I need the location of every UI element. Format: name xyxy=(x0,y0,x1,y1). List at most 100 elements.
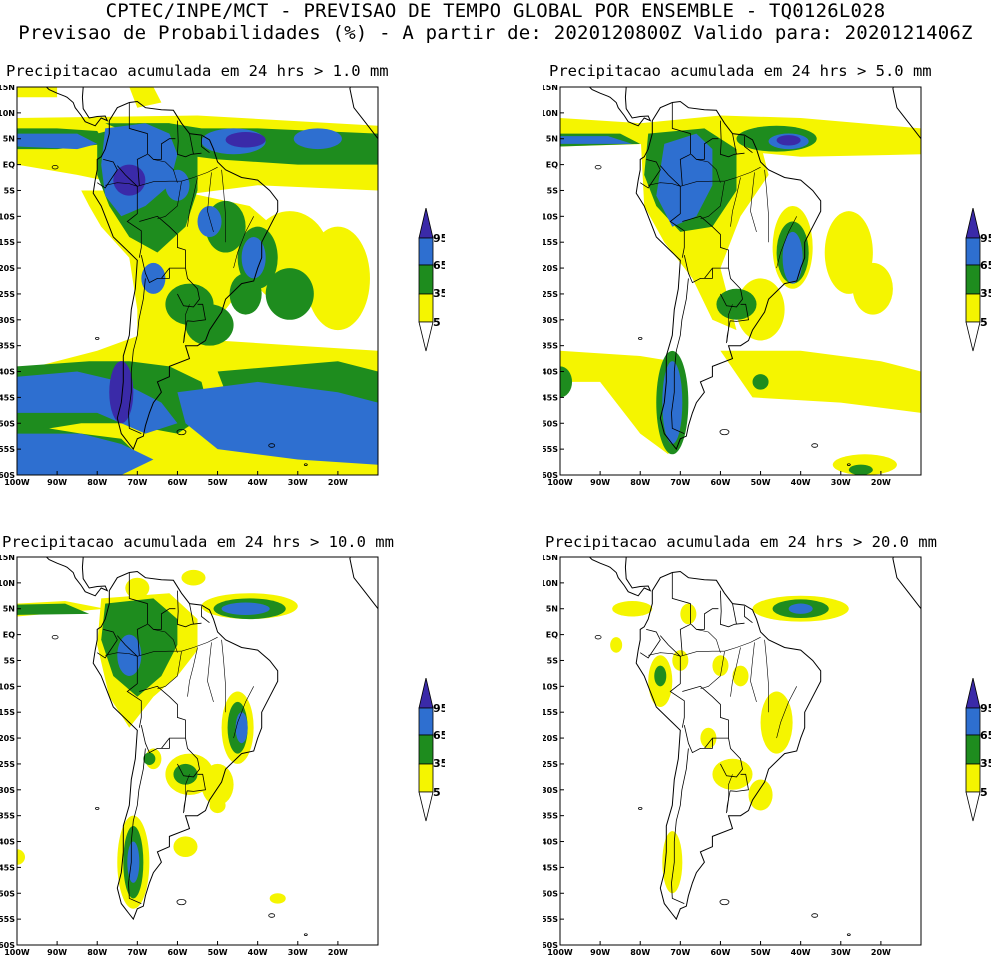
lat-tick-label: 25S xyxy=(543,760,558,769)
lon-tick-label: 70W xyxy=(670,478,690,487)
lat-tick-label: EQ xyxy=(3,161,15,170)
lat-tick-label: 20S xyxy=(543,264,558,273)
river-line xyxy=(764,639,769,713)
probability-area xyxy=(560,366,573,398)
island xyxy=(811,913,819,918)
probability-area xyxy=(17,371,178,434)
river-line xyxy=(648,166,761,187)
south-america-coastline xyxy=(92,570,279,921)
river-line xyxy=(105,166,218,187)
lon-tick-label: 60W xyxy=(710,478,730,487)
lat-tick-label: 5S xyxy=(4,186,16,195)
country-border xyxy=(730,773,749,792)
probability-area xyxy=(656,133,713,227)
river-line xyxy=(730,177,741,227)
country-border xyxy=(720,268,743,308)
lon-tick-label: 50W xyxy=(751,948,771,957)
lat-tick-label: 40S xyxy=(0,838,15,847)
country-border xyxy=(139,215,186,279)
probability-area xyxy=(610,637,623,653)
lon-tick-label: 90W xyxy=(47,948,67,957)
river-line xyxy=(207,642,214,702)
lat-tick-label: 60S xyxy=(0,471,15,480)
colorbar-2: 95 65 35 5 xyxy=(965,208,991,352)
probability-area xyxy=(143,752,156,765)
country-border xyxy=(140,255,170,284)
country-border xyxy=(671,748,689,904)
river-line xyxy=(764,169,769,243)
probability-area xyxy=(125,577,150,599)
lon-tick-label: 30W xyxy=(288,478,308,487)
country-border xyxy=(732,133,737,155)
central-america-coastline xyxy=(588,557,652,597)
colorbar-segment xyxy=(965,237,981,266)
island xyxy=(811,443,819,448)
probability-area xyxy=(17,603,90,615)
map-panel-10mm: 15N 10N 5N EQ 5S 10S 15S 20S 25S 30S 35S 40S 45S 50S 5… xyxy=(0,555,379,957)
probability-area xyxy=(832,454,897,475)
probability-area xyxy=(127,841,140,883)
colorbar-label: 95 xyxy=(980,702,991,715)
country-border xyxy=(96,629,118,659)
lat-tick-label: 5N xyxy=(546,135,558,144)
probability-area xyxy=(712,655,729,676)
lat-tick-label: 55S xyxy=(0,915,15,924)
river-line xyxy=(696,159,721,183)
lat-tick-label: 15S xyxy=(543,708,558,717)
river-line xyxy=(105,636,218,657)
probability-area xyxy=(235,712,248,744)
lat-tick-label: 5N xyxy=(546,605,558,614)
lat-tick-label: 10S xyxy=(0,212,15,221)
lat-tick-label: 50S xyxy=(0,889,15,898)
lat-tick-label: 55S xyxy=(543,445,558,454)
probability-area xyxy=(225,132,266,148)
probability-area xyxy=(173,763,198,785)
central-america-coastline xyxy=(45,557,109,597)
lat-tick-label: 15S xyxy=(543,238,558,247)
lon-tick-label: 30W xyxy=(288,948,308,957)
lon-tick-label: 80W xyxy=(630,948,650,957)
country-border xyxy=(671,278,689,434)
lat-tick-label: 40S xyxy=(0,368,15,377)
map-frame xyxy=(16,86,379,476)
colorbar-3: 95 65 35 5 xyxy=(418,678,445,822)
island xyxy=(303,463,308,466)
country-border xyxy=(639,159,661,189)
colorbar-segment xyxy=(418,763,434,793)
lat-tick-label: 5N xyxy=(3,605,15,614)
lat-tick-label: 50S xyxy=(543,889,558,898)
colorbar-bottom-arrow xyxy=(965,321,981,352)
lat-tick-label: 30S xyxy=(0,786,15,795)
colorbar-segment xyxy=(965,707,981,736)
lat-tick-label: 30S xyxy=(543,316,558,325)
country-border xyxy=(744,136,753,154)
lon-tick-label: 20W xyxy=(871,948,891,957)
panel-3-title: Precipitacao acumulada em 24 hrs > 10.0 … xyxy=(2,533,394,551)
lat-tick-label: 50S xyxy=(0,419,15,428)
probability-area xyxy=(265,268,314,320)
probability-area xyxy=(117,634,142,676)
country-border xyxy=(683,255,713,284)
lon-tick-label: 90W xyxy=(47,478,67,487)
probability-area xyxy=(209,797,226,814)
lat-tick-label: 45S xyxy=(543,393,558,402)
colorbar-label: 95 xyxy=(433,702,445,715)
island xyxy=(638,336,643,340)
island xyxy=(846,463,851,466)
river-line xyxy=(183,304,190,343)
probability-area xyxy=(221,602,270,615)
lat-tick-label: 15N xyxy=(543,555,558,562)
river-line xyxy=(696,629,721,653)
lat-tick-label: 35S xyxy=(543,342,558,351)
island xyxy=(268,443,276,448)
africa-coastline xyxy=(892,87,921,140)
lat-tick-label: 35S xyxy=(0,342,15,351)
country-border xyxy=(189,603,194,625)
colorbar-top-arrow xyxy=(965,208,981,239)
lon-tick-label: 100W xyxy=(547,478,573,487)
lon-tick-label: 80W xyxy=(87,478,107,487)
colorbar-label: 65 xyxy=(980,259,991,272)
lon-tick-label: 50W xyxy=(208,948,228,957)
probability-area xyxy=(848,464,873,475)
lat-tick-label: 10N xyxy=(543,579,558,588)
